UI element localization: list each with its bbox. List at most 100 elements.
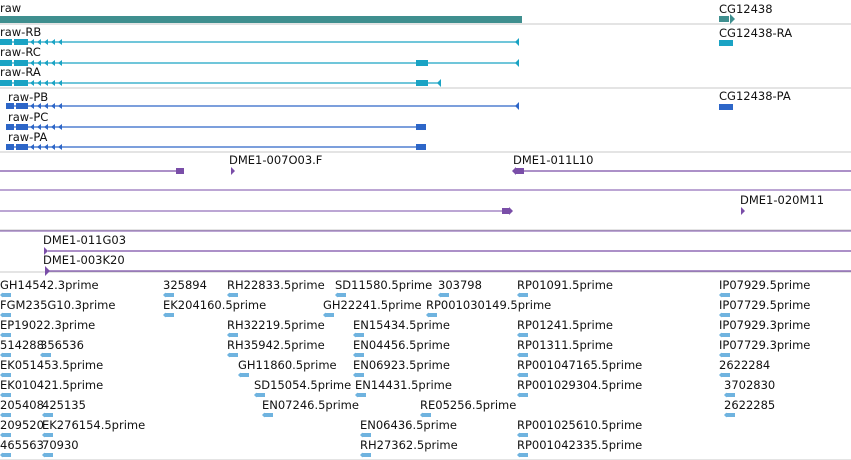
exon-block[interactable] bbox=[719, 104, 733, 110]
est-block[interactable] bbox=[519, 373, 528, 377]
est-block[interactable] bbox=[362, 433, 371, 437]
est-label[interactable]: RP001042335.5prime bbox=[517, 438, 642, 452]
est-label[interactable]: RP001025610.5prime bbox=[517, 418, 642, 432]
clone-block[interactable] bbox=[502, 208, 510, 214]
transcript-label[interactable]: raw-RC bbox=[0, 45, 41, 59]
est-block[interactable] bbox=[721, 373, 730, 377]
est-label[interactable]: GH22241.5prime bbox=[323, 298, 422, 312]
est-block[interactable] bbox=[519, 353, 528, 357]
est-block[interactable] bbox=[726, 413, 735, 417]
transcript-label[interactable]: raw-RB bbox=[0, 25, 41, 39]
est-block[interactable] bbox=[721, 313, 730, 317]
est-label[interactable]: 356536 bbox=[40, 338, 84, 352]
exon-block[interactable] bbox=[416, 144, 426, 150]
est-label[interactable]: EN06923.5prime bbox=[353, 358, 450, 372]
est-block[interactable] bbox=[2, 433, 11, 437]
gene-label-raw[interactable]: raw bbox=[0, 1, 21, 15]
est-label[interactable]: FGM235G10.3prime bbox=[0, 298, 115, 312]
protein-label[interactable]: raw-PA bbox=[8, 130, 48, 144]
clone-label[interactable]: DME1-011G03 bbox=[43, 233, 126, 247]
est-label[interactable]: RH27362.5prime bbox=[360, 438, 458, 452]
est-label[interactable]: RP01241.5prime bbox=[517, 318, 613, 332]
est-label[interactable]: EN06436.5prime bbox=[360, 418, 457, 432]
gene-raw-bar[interactable] bbox=[0, 16, 522, 23]
transcript-label[interactable]: CG12438-RA bbox=[719, 26, 792, 40]
est-block[interactable] bbox=[362, 453, 371, 457]
exon-block[interactable] bbox=[416, 124, 426, 130]
est-block[interactable] bbox=[726, 393, 735, 397]
est-block[interactable] bbox=[721, 333, 730, 337]
gene-cg12438-bar[interactable] bbox=[719, 16, 729, 22]
est-label[interactable]: 2622285 bbox=[724, 398, 775, 412]
est-label[interactable]: RP01311.5prime bbox=[517, 338, 613, 352]
est-block[interactable] bbox=[519, 433, 528, 437]
est-block[interactable] bbox=[422, 413, 431, 417]
protein-label[interactable]: CG12438-PA bbox=[719, 89, 791, 103]
est-block[interactable] bbox=[2, 293, 11, 297]
est-block[interactable] bbox=[2, 353, 11, 357]
est-label[interactable]: RP001030149.5prime bbox=[426, 298, 551, 312]
est-block[interactable] bbox=[44, 453, 53, 457]
est-label[interactable]: EK276154.5prime bbox=[42, 418, 145, 432]
est-label[interactable]: RP01091.5prime bbox=[517, 278, 613, 292]
protein-label[interactable]: raw-PB bbox=[8, 90, 48, 104]
clone-block[interactable] bbox=[516, 168, 524, 174]
est-label[interactable]: RH32219.5prime bbox=[227, 318, 325, 332]
est-label[interactable]: SD11580.5prime bbox=[335, 278, 432, 292]
est-label[interactable]: 2622284 bbox=[719, 358, 770, 372]
est-block[interactable] bbox=[229, 353, 238, 357]
clone-label[interactable]: DME1-003K20 bbox=[43, 253, 125, 267]
transcript-label[interactable]: raw-RA bbox=[0, 65, 41, 79]
protein-label[interactable]: raw-PC bbox=[8, 110, 48, 124]
est-label[interactable]: 325894 bbox=[163, 278, 207, 292]
est-label[interactable]: EN04456.5prime bbox=[353, 338, 450, 352]
est-block[interactable] bbox=[44, 433, 53, 437]
est-block[interactable] bbox=[2, 453, 11, 457]
est-block[interactable] bbox=[519, 293, 528, 297]
clone-label[interactable]: DME1-011L10 bbox=[513, 153, 594, 167]
est-label[interactable]: IP07929.3prime bbox=[719, 318, 810, 332]
est-block[interactable] bbox=[165, 313, 174, 317]
est-block[interactable] bbox=[229, 293, 238, 297]
est-block[interactable] bbox=[256, 393, 265, 397]
clone-block[interactable] bbox=[176, 168, 184, 174]
est-label[interactable]: 303798 bbox=[438, 278, 482, 292]
est-label[interactable]: EN14431.5prime bbox=[355, 378, 452, 392]
est-label[interactable]: EK051453.5prime bbox=[0, 358, 103, 372]
est-label[interactable]: EN07246.5prime bbox=[262, 398, 359, 412]
est-label[interactable]: 514288 bbox=[0, 338, 44, 352]
est-block[interactable] bbox=[519, 333, 528, 337]
est-label[interactable]: RH35942.5prime bbox=[227, 338, 325, 352]
est-block[interactable] bbox=[355, 333, 364, 337]
est-block[interactable] bbox=[2, 313, 11, 317]
est-block[interactable] bbox=[337, 293, 346, 297]
est-block[interactable] bbox=[165, 293, 174, 297]
est-block[interactable] bbox=[325, 313, 334, 317]
est-label[interactable]: RP001029304.5prime bbox=[517, 378, 642, 392]
est-label[interactable]: RP001047165.5prime bbox=[517, 358, 642, 372]
est-label[interactable]: IP07729.5prime bbox=[719, 298, 810, 312]
est-block[interactable] bbox=[721, 353, 730, 357]
est-label[interactable]: 465563 bbox=[0, 438, 44, 452]
est-label[interactable]: RE05256.5prime bbox=[420, 398, 516, 412]
est-label[interactable]: 70930 bbox=[42, 438, 79, 452]
est-label[interactable]: EK010421.5prime bbox=[0, 378, 103, 392]
est-block[interactable] bbox=[2, 333, 11, 337]
est-label[interactable]: EN15434.5prime bbox=[353, 318, 450, 332]
gene-label-cg12438[interactable]: CG12438 bbox=[719, 2, 773, 16]
est-label[interactable]: EK204160.5prime bbox=[163, 298, 266, 312]
est-label[interactable]: GH11860.5prime bbox=[238, 358, 337, 372]
est-block[interactable] bbox=[519, 453, 528, 457]
clone-label[interactable]: DME1-020M11 bbox=[740, 193, 824, 207]
est-label[interactable]: SD15054.5prime bbox=[254, 378, 351, 392]
est-label[interactable]: GH14542.3prime bbox=[0, 278, 99, 292]
est-block[interactable] bbox=[44, 413, 53, 417]
est-block[interactable] bbox=[357, 393, 366, 397]
est-label[interactable]: 3702830 bbox=[724, 378, 775, 392]
est-label[interactable]: 205408 bbox=[0, 398, 44, 412]
est-block[interactable] bbox=[519, 393, 528, 397]
est-label[interactable]: 209520 bbox=[0, 418, 44, 432]
est-label[interactable]: IP07929.5prime bbox=[719, 278, 810, 292]
est-block[interactable] bbox=[2, 413, 11, 417]
est-block[interactable] bbox=[355, 373, 364, 377]
